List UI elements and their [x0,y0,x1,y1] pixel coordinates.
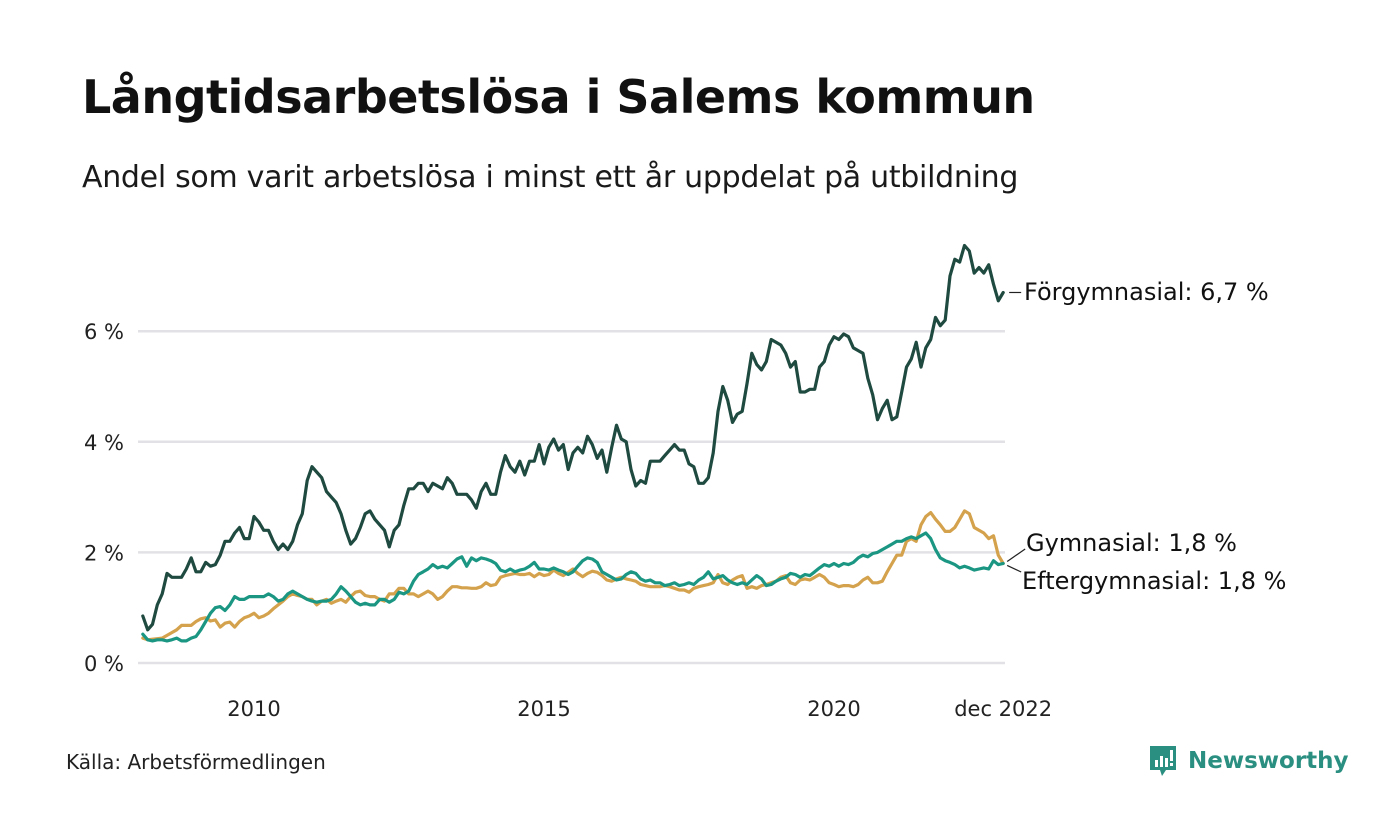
series-lines [141,243,1005,643]
series-labels: Förgymnasial: 6,7 % Gymnasial: 1,8 % Efter… [1006,278,1286,595]
x-tick-label: 2020 [807,697,860,721]
x-axis-ticks: 2010 2015 2020 dec 2022 [227,697,1052,721]
y-axis-ticks: 0 % 2 % 4 % 6 % [84,320,124,676]
label-leader-line [1006,564,1022,573]
y-tick-label: 4 % [84,431,124,455]
series-label-gymnasial: Gymnasial: 1,8 % [1026,529,1237,557]
series-label-förgymnasial: Förgymnasial: 6,7 % [1024,278,1269,306]
label-leader-line [1006,548,1026,562]
series-line-eftergymnasial [141,531,1005,643]
series-line-förgymnasial [141,243,1005,632]
line-chart: 0 % 2 % 4 % 6 % 2010 2015 2020 dec 2022 Förgym… [84,243,1286,721]
source-note: Källa: Arbetsförmedlingen [66,750,326,774]
brand-logo: Newsworthy [1148,744,1349,778]
chart-title: Långtidsarbetslösa i Salems kommun [82,70,1035,124]
chart-subtitle: Andel som varit arbetslösa i minst ett å… [82,160,1019,195]
x-tick-label: 2015 [517,697,570,721]
y-tick-label: 0 % [84,652,124,676]
series-label-eftergymnasial: Eftergymnasial: 1,8 % [1022,567,1286,595]
x-tick-label: 2010 [227,697,280,721]
x-tick-label: dec 2022 [954,697,1052,721]
y-tick-label: 6 % [84,320,124,344]
brand-name: Newsworthy [1188,748,1349,774]
y-tick-label: 2 % [84,541,124,565]
bar-chart-speech-bubble-icon [1150,746,1176,776]
gridlines [138,329,1005,665]
series-line-gymnasial [141,509,1005,642]
